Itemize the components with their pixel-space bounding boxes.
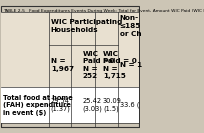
Text: N =
1,967: N = 1,967 [51, 58, 74, 72]
Text: Non-
≤185
or Ch: Non- ≤185 or Ch [120, 16, 141, 36]
Bar [1, 12, 139, 87]
Text: WIC
Paid = 0
N =
1,715: WIC Paid = 0 N = 1,715 [103, 51, 137, 79]
Text: 29.54
(1.37): 29.54 (1.37) [51, 98, 71, 112]
Bar [1, 87, 139, 123]
Text: Total food at home
(FAH) expenditure
in event ($): Total food at home (FAH) expenditure in … [3, 95, 72, 115]
Text: 30.09
(1.5): 30.09 (1.5) [103, 98, 122, 112]
Text: WIC
Paid >0
N =
252: WIC Paid >0 N = 252 [83, 51, 114, 79]
Text: 25.42
(3.03): 25.42 (3.03) [83, 98, 103, 112]
Text: WIC Participating
Households: WIC Participating Households [51, 19, 122, 33]
Text: TABLE 2-5   Food Expenditures Events During Week: Total for Event, Amount WIC Pa: TABLE 2-5 Food Expenditures Events Durin… [3, 9, 204, 13]
Text: 33.6 (: 33.6 ( [120, 102, 139, 108]
Text: N = 1: N = 1 [120, 62, 142, 68]
